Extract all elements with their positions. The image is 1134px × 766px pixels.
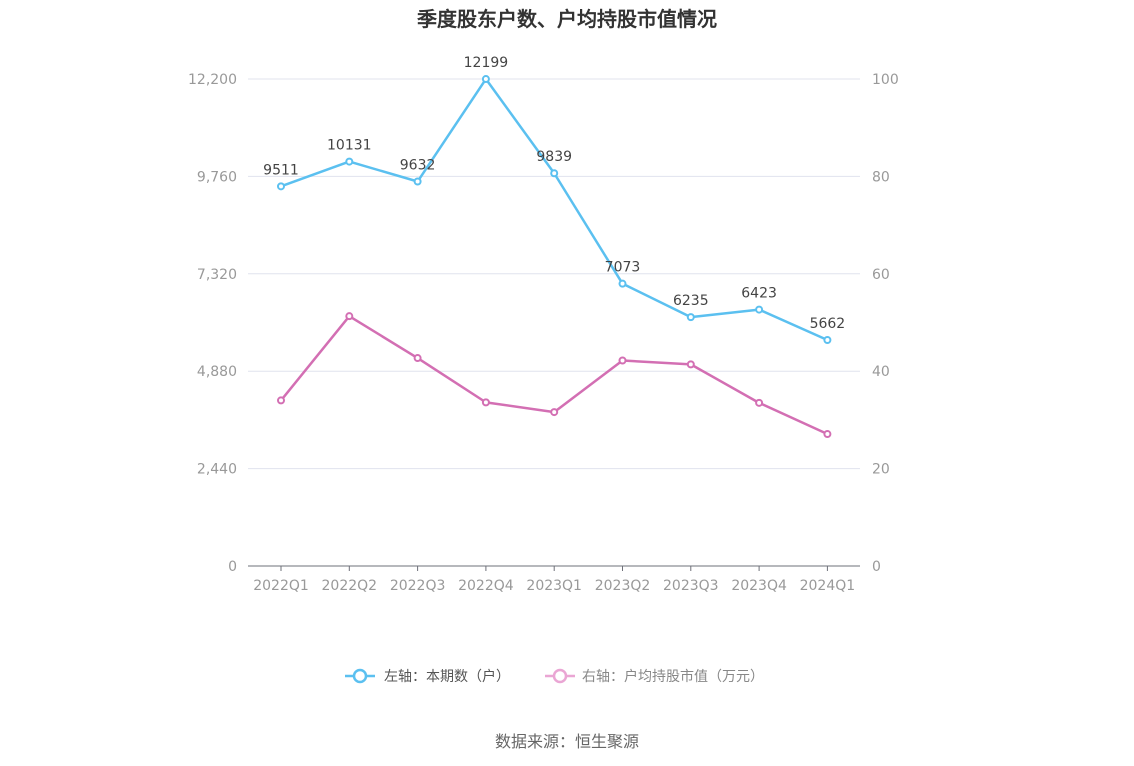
y-left-tick-label: 12,200 xyxy=(188,72,237,88)
data-label: 6423 xyxy=(741,286,777,302)
chart-title: 季度股东户数、户均持股市值情况 xyxy=(416,7,717,31)
data-point xyxy=(345,157,354,166)
data-point xyxy=(755,398,764,407)
x-tick-label: 2023Q3 xyxy=(663,578,719,594)
series xyxy=(277,75,832,439)
data-point xyxy=(823,430,832,439)
legend-marker-icon xyxy=(352,668,368,684)
y-left-tick-label: 4,880 xyxy=(197,364,237,380)
legend-item-2[interactable]: 右轴：户均持股市值（万元） xyxy=(545,668,764,685)
y-right-tick-label: 20 xyxy=(872,462,890,478)
y-left-tick-label: 0 xyxy=(228,559,237,575)
y-right-tick-label: 40 xyxy=(872,364,890,380)
data-point xyxy=(481,75,490,84)
data-point xyxy=(823,335,832,344)
data-point xyxy=(277,396,285,405)
y-left-tick-label: 2,440 xyxy=(197,462,237,478)
x-tick-label: 2022Q3 xyxy=(390,578,446,594)
data-label: 9632 xyxy=(400,158,436,174)
data-point xyxy=(550,408,559,417)
x-tick-label: 2023Q2 xyxy=(595,578,651,594)
y-right-tick-label: 100 xyxy=(872,72,899,88)
data-point xyxy=(413,354,422,363)
x-tick-label: 2022Q1 xyxy=(253,578,309,594)
data-point xyxy=(345,312,354,321)
y-left-tick-label: 7,320 xyxy=(197,267,237,283)
data-label: 12199 xyxy=(464,55,509,71)
data-point xyxy=(277,182,285,191)
data-label: 5662 xyxy=(810,316,846,332)
data-point xyxy=(481,398,490,407)
data-point xyxy=(413,177,422,186)
data-label: 9839 xyxy=(536,149,572,165)
data-label: 9511 xyxy=(263,162,299,178)
legend[interactable]: 左轴：本期数（户） 右轴：户均持股市值（万元） xyxy=(345,668,764,685)
data-point xyxy=(618,356,627,365)
y-right-tick-label: 60 xyxy=(872,267,890,283)
data-label: 7073 xyxy=(605,260,641,276)
grid xyxy=(248,78,860,470)
x-tick-label: 2023Q1 xyxy=(526,578,582,594)
x-tick-label: 2023Q4 xyxy=(731,578,787,594)
x-tick-label: 2022Q4 xyxy=(458,578,514,594)
data-label: 10131 xyxy=(327,138,372,154)
data-point xyxy=(755,305,764,314)
y-left-tick-label: 9,760 xyxy=(197,169,237,185)
axes: 0 2,440 4,880 7,320 9,760 12,200 0 20 40 60 80 100 2… xyxy=(188,72,899,594)
x-tick-label: 2022Q2 xyxy=(322,578,378,594)
x-tick-label: 2024Q1 xyxy=(800,578,856,594)
data-point xyxy=(550,169,559,178)
y-right-tick-label: 0 xyxy=(872,559,881,575)
legend-marker-icon xyxy=(552,668,568,684)
source-note: 数据来源：恒生聚源 xyxy=(495,732,639,751)
data-point xyxy=(618,279,627,288)
series-line-2 xyxy=(280,314,828,436)
legend-label: 右轴：户均持股市值（万元） xyxy=(582,668,764,685)
y-right-tick-label: 80 xyxy=(872,169,890,185)
legend-item-1[interactable]: 左轴：本期数（户） xyxy=(345,668,510,685)
data-point xyxy=(686,360,695,369)
data-point xyxy=(686,313,695,322)
data-label: 6235 xyxy=(673,293,709,309)
legend-label: 左轴：本期数（户） xyxy=(384,668,510,685)
data-labels: 9511 10131 9632 12199 9839 7073 6235 6423 5662 xyxy=(263,55,845,332)
